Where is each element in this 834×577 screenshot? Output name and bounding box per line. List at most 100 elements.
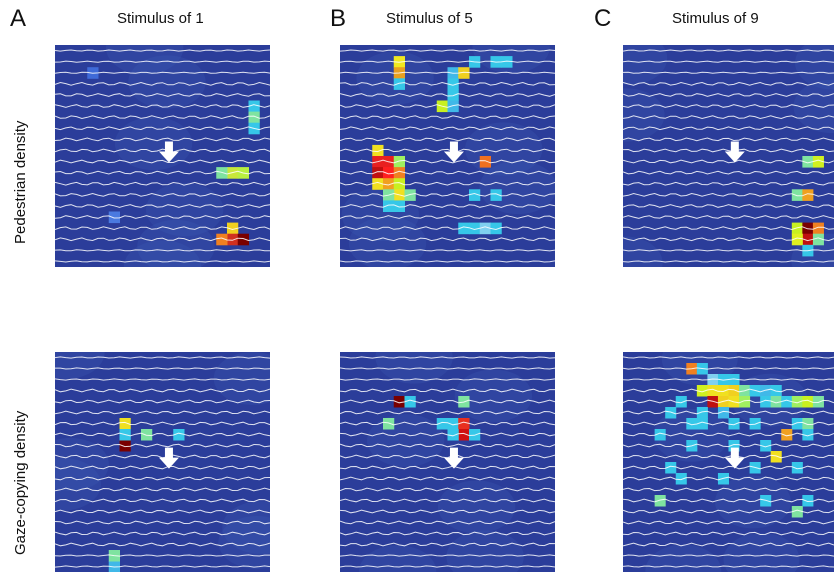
heatmap-cell <box>728 418 740 430</box>
heatmap-cell <box>393 200 405 212</box>
flow-line <box>55 432 270 437</box>
flow-line <box>340 378 555 381</box>
flow-line <box>623 159 834 164</box>
heatmap-cell <box>458 222 470 235</box>
flow-line <box>55 192 270 197</box>
row-label-pedestrian: Pedestrian density <box>12 120 29 244</box>
flow-line <box>340 260 555 263</box>
heatmap-cell <box>791 462 803 474</box>
flow-line <box>623 192 834 197</box>
flow-line <box>55 509 270 514</box>
down-arrow-icon <box>443 141 464 163</box>
heatmap-cell <box>108 211 120 224</box>
heatmap-svg <box>55 45 270 267</box>
flow-line <box>623 204 834 208</box>
row-label-gaze-copying: Gaze-copying density <box>12 410 29 555</box>
heatmap-cell <box>728 440 740 452</box>
heatmap-cell <box>227 233 239 246</box>
flow-line <box>623 226 834 231</box>
heatmap-cell <box>812 156 824 168</box>
flow-line <box>340 181 555 186</box>
density-blob <box>55 352 105 379</box>
flow-line <box>623 399 834 404</box>
flow-line <box>55 531 270 536</box>
flow-line <box>55 498 270 503</box>
flow-line <box>340 356 555 359</box>
flow-line <box>55 410 270 415</box>
flow-line <box>55 476 270 481</box>
heatmap-cell <box>393 396 405 408</box>
down-arrow-icon <box>443 447 464 469</box>
heatmap-cell <box>458 429 470 441</box>
heatmap-cell <box>675 396 687 408</box>
heatmap-cell <box>696 418 708 430</box>
flow-line <box>55 554 270 557</box>
heatmap-cell <box>237 233 249 246</box>
flow-line <box>55 542 270 547</box>
density-blob <box>715 475 791 529</box>
flow-line <box>623 115 834 120</box>
flow-line <box>340 81 555 86</box>
heatmap-cell <box>802 429 814 441</box>
column-title-b: Stimulus of 5 <box>386 10 473 27</box>
heatmap-cell <box>812 233 824 246</box>
heatmap-cell <box>770 396 782 408</box>
density-blob <box>137 219 215 267</box>
heatmap-cell <box>372 178 384 190</box>
heatmap-cell <box>490 189 502 201</box>
heatmap-cell <box>393 178 405 190</box>
heatmap-cell <box>447 78 459 90</box>
flow-line <box>340 399 555 404</box>
flow-line <box>340 137 555 142</box>
flow-line <box>55 399 270 404</box>
heatmap-cell <box>665 462 677 474</box>
heatmap-svg <box>623 45 834 267</box>
heatmap-cell <box>802 189 814 201</box>
flow-line <box>623 104 834 108</box>
heatmap-cell <box>383 178 395 190</box>
down-arrow-icon <box>158 141 179 163</box>
flow-line <box>340 421 555 426</box>
flow-line <box>623 498 834 503</box>
flow-line <box>55 137 270 142</box>
heatmap-cell <box>447 418 459 430</box>
density-blob <box>465 122 543 176</box>
flow-line <box>623 421 834 426</box>
heatmap-cell <box>812 396 824 408</box>
flow-line <box>623 509 834 514</box>
heatmap-svg <box>623 352 834 572</box>
flow-line <box>623 410 834 415</box>
heatmap-cell <box>791 506 803 518</box>
flow-line <box>340 509 555 514</box>
flow-line <box>55 487 270 492</box>
column-title-c: Stimulus of 9 <box>672 10 759 27</box>
heatmap-background <box>55 352 270 572</box>
flow-line <box>55 81 270 86</box>
flow-line <box>340 432 555 437</box>
flow-line <box>340 476 555 481</box>
heatmap-cell <box>447 100 459 113</box>
heatmap-cell <box>707 385 719 397</box>
flow-line <box>623 520 834 525</box>
heatmap-cell <box>791 189 803 201</box>
flow-line <box>55 104 270 108</box>
heatmap-cell <box>393 78 405 90</box>
flow-line <box>340 410 555 415</box>
flow-line <box>340 60 555 63</box>
flow-line <box>623 71 834 74</box>
flow-line <box>623 81 834 86</box>
flow-line <box>340 71 555 74</box>
flow-line <box>55 115 270 120</box>
flow-line <box>55 356 270 359</box>
flow-line <box>623 170 834 175</box>
flow-line <box>623 554 834 557</box>
density-blob <box>375 352 453 384</box>
flow-line <box>55 204 270 208</box>
flow-line <box>55 378 270 381</box>
flow-line <box>623 388 834 393</box>
density-blob <box>437 480 516 534</box>
flow-line <box>623 249 834 252</box>
flow-line <box>623 378 834 381</box>
flow-line <box>623 260 834 263</box>
flow-line <box>55 421 270 426</box>
